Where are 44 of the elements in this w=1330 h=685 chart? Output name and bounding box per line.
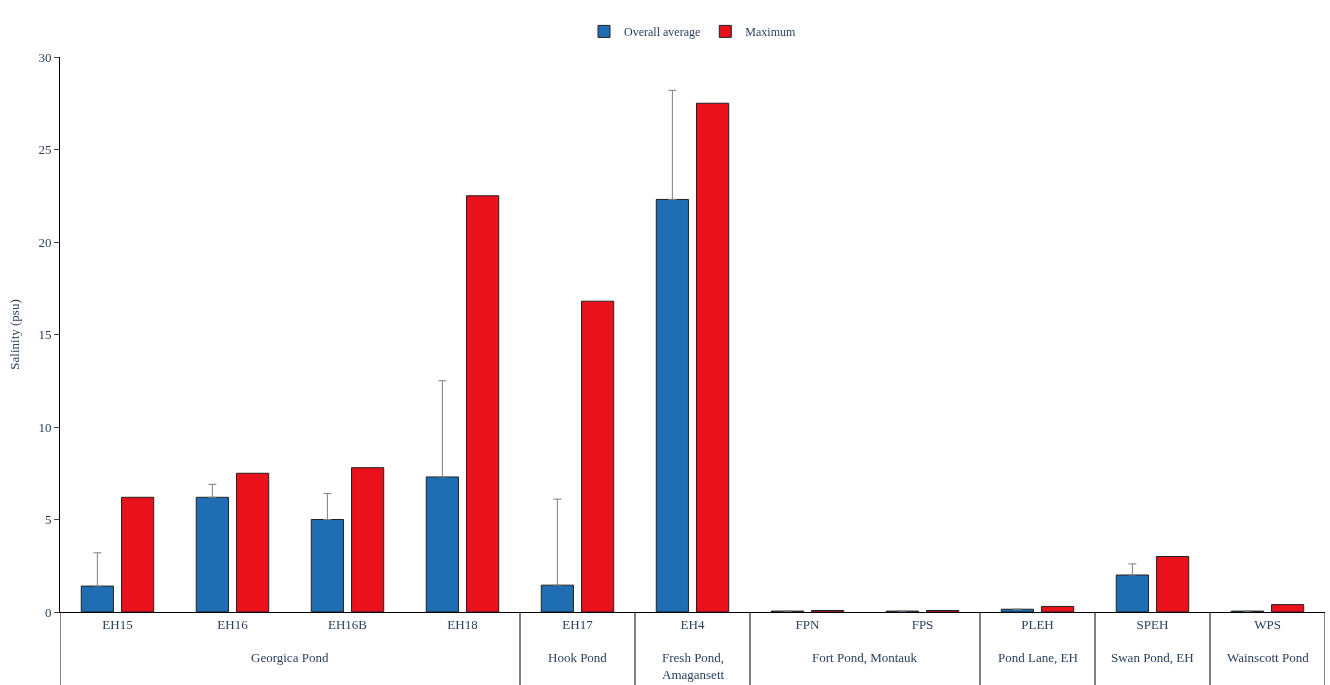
text: Fort Pond, Montauk xyxy=(812,650,918,665)
text: Wainscott Pond xyxy=(1227,650,1310,665)
y-axis-title: Salinity (psu) xyxy=(7,299,23,370)
bar xyxy=(1115,574,1149,612)
y-tick-label: 20 xyxy=(38,234,52,250)
x-tick-label: EH16 xyxy=(217,616,249,632)
bar xyxy=(425,476,459,612)
text: Georgica Pond xyxy=(251,650,329,665)
bar xyxy=(466,195,500,612)
legend-label: Overall average xyxy=(624,25,701,40)
x-tick-label: EH4 xyxy=(680,616,705,632)
y-tick-label: 5 xyxy=(44,512,52,528)
legend-label: Maximum xyxy=(745,25,796,40)
bar xyxy=(351,467,385,612)
text: Fresh Pond, Amagansett xyxy=(662,650,725,682)
bar xyxy=(540,584,574,612)
x-tick-label: EH18 xyxy=(447,616,478,632)
bar xyxy=(195,496,229,612)
bar xyxy=(1041,605,1075,612)
bar xyxy=(1156,556,1190,612)
text: Swan Pond, EH xyxy=(1111,650,1194,665)
x-tick-label: SPEH xyxy=(1136,616,1169,632)
x-tick-label: EH17 xyxy=(562,616,594,632)
text: Pond Lane, EH xyxy=(998,650,1078,665)
x-tick-label: PLEH xyxy=(1021,616,1054,632)
text: Hook Pond xyxy=(548,650,608,665)
x-tick-label: WPS xyxy=(1254,616,1281,632)
bar xyxy=(696,102,730,612)
bar xyxy=(581,300,615,612)
y-tick-label: 15 xyxy=(38,327,52,343)
bar xyxy=(236,472,270,612)
x-tick-label: EH16B xyxy=(328,616,368,632)
bar xyxy=(80,585,114,612)
y-tick-label: 30 xyxy=(38,49,52,65)
x-tick-label: FPS xyxy=(911,616,934,632)
y-tick-label: 0 xyxy=(44,604,52,620)
bar xyxy=(655,198,689,612)
y-tick-label: 10 xyxy=(38,419,52,435)
bar xyxy=(310,519,344,612)
bar xyxy=(1271,604,1305,612)
y-tick-label: 25 xyxy=(38,142,52,158)
bar xyxy=(121,496,155,612)
x-tick-label: FPN xyxy=(795,616,821,632)
x-tick-label: EH15 xyxy=(102,616,133,632)
